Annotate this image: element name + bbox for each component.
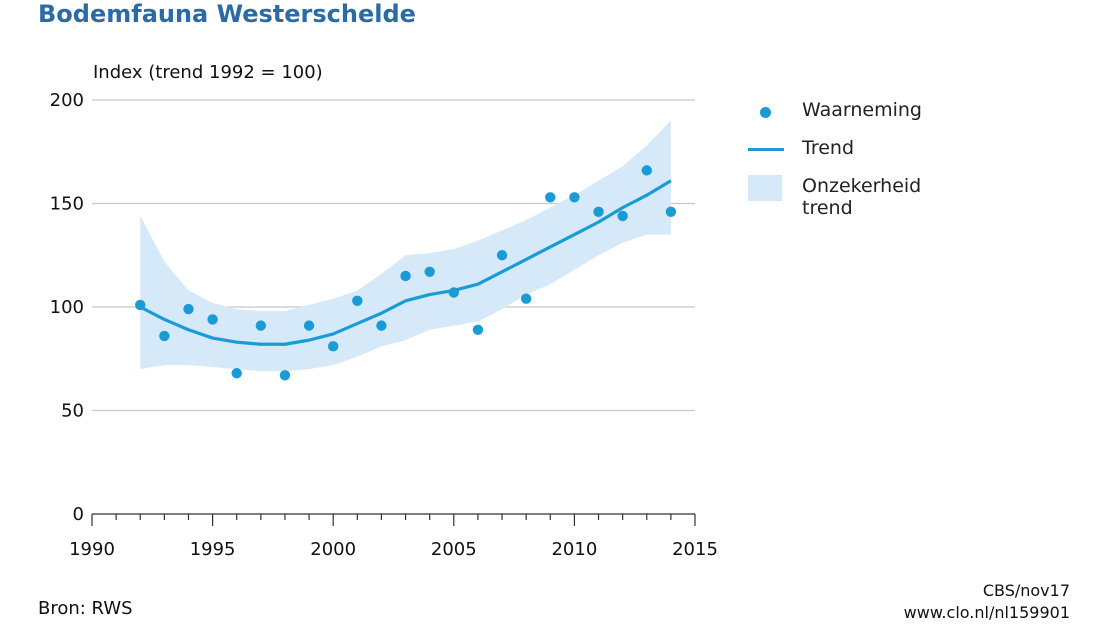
observation-point [472, 324, 484, 335]
credit-line-2: www.clo.nl/nl159901 [903, 603, 1070, 622]
trend-line [139, 179, 672, 346]
observation-point [641, 165, 652, 176]
legend-label-uncertainty: Onzekerheid trend [802, 175, 922, 219]
observation-point [569, 192, 580, 203]
observation-point [545, 192, 556, 203]
y-tick-label: 50 [61, 401, 84, 422]
observation-point [520, 293, 532, 304]
x-tick-label: 1995 [190, 539, 236, 560]
legend-band-icon [748, 175, 782, 201]
uncertainty-band [140, 120, 671, 372]
observation-point [352, 295, 363, 306]
observation-point [328, 341, 339, 352]
observation-point [593, 206, 604, 217]
observation-point [400, 270, 411, 282]
observation-point [496, 250, 508, 261]
y-axis-label: Index (trend 1992 = 100) [93, 62, 323, 83]
credit-line-1: CBS/nov17 [982, 581, 1070, 600]
observation-point [448, 287, 459, 298]
observation-point [303, 320, 315, 331]
observation-point [207, 314, 218, 325]
x-tick-label: 2015 [672, 539, 718, 560]
credit-note: CBS/nov17 www.clo.nl/nl159901 [904, 580, 1070, 624]
legend-label-observation: Waarneming [802, 99, 922, 121]
observation-point [376, 320, 387, 331]
observation-point [255, 320, 267, 331]
x-tick-label: 2010 [551, 539, 597, 560]
y-tick-label: 0 [73, 504, 84, 525]
legend-dot-icon [760, 107, 771, 118]
legend-label-trend: Trend [802, 137, 854, 159]
chart-title: Bodemfauna Westerschelde [38, 0, 416, 28]
observation-point [183, 303, 194, 315]
chart-plot: 1990 1995 2000 2005 2010 2015 0 50 100 150 200 [50, 90, 718, 560]
observation-point [159, 330, 170, 342]
y-tick-label: 150 [50, 194, 84, 215]
legend-line-icon [748, 148, 784, 151]
observation-point [231, 368, 242, 379]
y-tick-label: 100 [50, 297, 84, 318]
observation-point [665, 206, 677, 217]
observation-point [617, 210, 628, 222]
observation-point [424, 266, 435, 278]
y-tick-label: 200 [50, 90, 84, 111]
x-tick-label: 2005 [431, 539, 477, 560]
source-note: Bron: RWS [38, 598, 133, 619]
observation-point [135, 299, 146, 311]
observation-point [279, 370, 291, 381]
x-tick-label: 1990 [69, 539, 115, 560]
x-tick-label: 2000 [310, 539, 356, 560]
